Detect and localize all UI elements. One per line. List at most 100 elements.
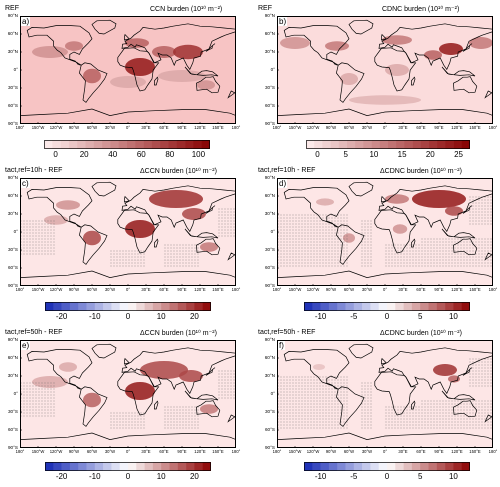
field-hotspot [110, 76, 146, 88]
lon-tick-label: 60°W [343, 125, 355, 130]
field-hotspot [65, 41, 83, 51]
field-hotspot [313, 364, 325, 370]
colorbar-bin [378, 462, 388, 471]
colorbar-bin [330, 140, 340, 149]
lon-tick-label: 30°E [141, 287, 151, 292]
coastline-madagascar [411, 400, 416, 410]
lon-tick-label: 0° [382, 449, 387, 454]
field-hotspot [412, 190, 466, 208]
colorbar-bin [61, 462, 71, 471]
colorbar-bin [194, 462, 203, 471]
colorbar-bin [312, 462, 321, 471]
lon-tick-label: 180° [15, 449, 25, 454]
lon-tick-label: 180° [488, 449, 498, 454]
lon-tick-label: 180° [231, 287, 241, 292]
lon-tick-label: 90°E [434, 125, 444, 130]
lon-tick-label: 180° [272, 449, 282, 454]
colorbar-bin [86, 302, 96, 311]
significance-stipple [277, 214, 349, 268]
lon-tick-label: 180° [488, 125, 498, 130]
lon-tick-label: 150°W [288, 449, 302, 454]
colorbar-bin [345, 462, 355, 471]
colorbar-bin [93, 140, 103, 149]
colorbar-tick-label: -5 [350, 472, 358, 481]
lat-tick-label: 30°N [264, 211, 275, 216]
significance-stipple [218, 208, 236, 238]
colorbar-bin [144, 302, 154, 311]
colorbar-bin [128, 302, 137, 311]
field-hotspot [200, 242, 218, 252]
colorbar-bin [185, 140, 194, 149]
colorbar-bin [202, 302, 211, 311]
lat-tick-label: 60°N [7, 193, 18, 198]
coastline-north-america [283, 187, 350, 228]
coastline-south-america [79, 62, 108, 103]
field-hotspot [83, 68, 101, 84]
lon-tick-label: 120°E [451, 125, 463, 130]
colorbar-bin [78, 302, 87, 311]
field-hotspot [83, 392, 101, 408]
lat-tick-label: 60°N [264, 31, 275, 36]
lon-tick-label: 90°W [68, 287, 80, 292]
lat-tick-label: 30°N [264, 49, 275, 54]
colorbar-bin [379, 140, 389, 149]
colorbar-bin [144, 462, 154, 471]
colorbar-bin [445, 140, 454, 149]
coastline-greenland [348, 181, 374, 197]
colorbar-tick-label: 0 [125, 472, 131, 481]
field-hotspot [424, 50, 442, 60]
field-hotspot [125, 382, 155, 400]
coastline-uk [124, 33, 130, 41]
colorbar-bin [135, 140, 144, 149]
significance-stipple [469, 196, 493, 226]
lat-tick-label: 90°N [264, 13, 275, 18]
coastline-japan [462, 205, 473, 214]
field-hotspot [316, 198, 334, 206]
lon-tick-label: 0° [382, 287, 387, 292]
lon-tick-label: 150°E [212, 287, 224, 292]
colorbar-bin [111, 302, 120, 311]
panel-e-title-right: ΔCCN burden (10¹⁰ m⁻²) [140, 330, 217, 337]
lon-tick-label: 30°E [398, 125, 408, 130]
lon-tick-label: 90°W [325, 449, 337, 454]
colorbar-bin [353, 462, 363, 471]
field-hotspot [182, 208, 206, 220]
lon-tick-label: 60°W [343, 449, 355, 454]
colorbar-bin [194, 302, 203, 311]
colorbar-bin [345, 302, 355, 311]
coastline-africa [374, 47, 417, 92]
colorbar-frame [45, 302, 211, 311]
colorbar-bin [102, 140, 111, 149]
significance-stipple [218, 370, 236, 400]
colorbar-bin [136, 462, 145, 471]
lon-tick-label: 150°E [469, 125, 481, 130]
field-hotspot [149, 190, 203, 208]
lon-tick-label: 150°E [212, 449, 224, 454]
coastline-australia [453, 76, 478, 94]
lat-tick-label: 30°S [7, 85, 18, 90]
colorbar-bin [127, 140, 136, 149]
field-hotspot [197, 80, 215, 90]
lon-tick-label: 60°W [343, 287, 355, 292]
colorbar-tick-label: 60 [136, 150, 146, 159]
lon-tick-label: 150°W [31, 449, 45, 454]
lon-tick-label: 90°W [325, 125, 337, 130]
colorbar-tick-label: 100 [191, 150, 206, 159]
coastline-indonesia [184, 228, 219, 239]
lon-tick-label: 180° [272, 287, 282, 292]
colorbar-bin [371, 140, 381, 149]
panel-tag: b) [278, 17, 288, 26]
coastline-africa [117, 209, 160, 254]
field-hotspot [280, 37, 310, 49]
lat-tick-label: 30°S [264, 247, 275, 252]
lat-tick-label: 30°S [264, 85, 275, 90]
colorbar-bin [168, 140, 178, 149]
lon-tick-label: 120°W [49, 449, 63, 454]
coastline-antarctica [20, 108, 236, 124]
coastline-south-america [79, 224, 108, 265]
lat-tick-label: 0° [13, 391, 18, 396]
coastline-south-america [79, 386, 108, 427]
colorbar-bin [201, 140, 210, 149]
panel-tag: e) [21, 341, 31, 350]
colorbar-bin [338, 140, 348, 149]
